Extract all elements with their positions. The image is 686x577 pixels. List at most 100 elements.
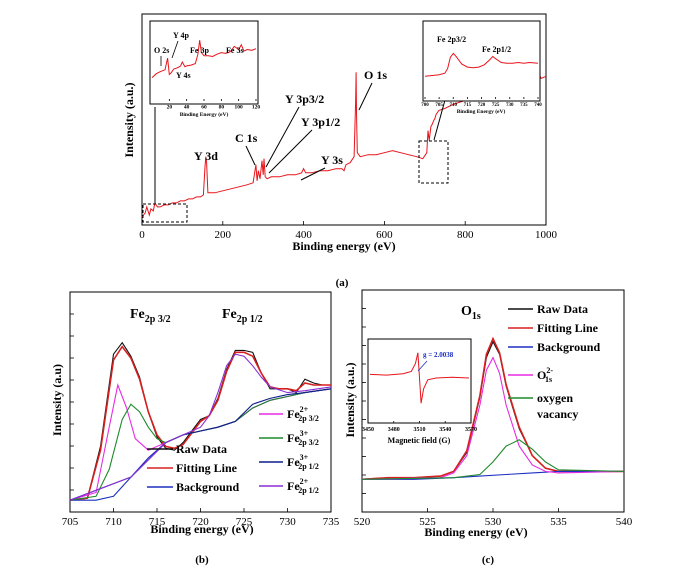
panel-b-comp-label-1: Fe3+ 2p 3/2: [287, 429, 319, 447]
panel-a-inset-arrow-right: [433, 99, 446, 141]
panel-a-xtick-label-0: 0: [139, 229, 145, 241]
inset-fe-xtick-label-4: 720: [478, 103, 486, 108]
inset-fe-axis: 700 705 710 715 720 725 730 735 740: [421, 97, 542, 108]
panel-c-legend-label-2: Background: [537, 340, 600, 354]
inset-fe-xtick-label-6: 730: [506, 103, 514, 108]
panel-a-xtick-label-5: 1000: [535, 229, 558, 241]
panel-b-comp-label-0: Fe2+ 2p 3/2: [287, 405, 319, 423]
panel-c-epr-inset: 3450 3480 3510 3540 3570 Magnetic field (G) …: [362, 338, 477, 445]
panel-c-legend-label-0: Raw Data: [537, 302, 588, 316]
panel-a: 0 200 400 600 800 1000 Binding energy (eV) In…: [122, 13, 558, 289]
inset-low-fe3p: Fe 3p: [190, 46, 209, 55]
annot-c1s: C 1s: [235, 131, 258, 145]
panel-c-xtick-label-2: 530: [485, 516, 502, 528]
panel-b-xtick-label-0: 705: [62, 516, 79, 528]
inset-low-xtick-label-5: 120: [252, 105, 261, 111]
panel-c-series-1: [361, 336, 624, 481]
panel-b-series-6: [69, 353, 332, 501]
panel-c-xtick-label-0: 520: [354, 516, 371, 528]
panel-b-series: [69, 341, 332, 501]
annot-y3d: Y 3d: [194, 149, 218, 163]
inset-fe-2p12: Fe 2p1/2: [482, 45, 511, 54]
panel-c-legend-label-4: oxygen vacancy: [537, 391, 578, 421]
inset-fe-frame: [422, 20, 541, 102]
inset-fe-xtick-label-2: 710: [450, 103, 458, 108]
peak-fe2p12: Fe2p 1/2: [222, 307, 263, 325]
epr-inset-xlabel: Magnetic field (G): [388, 436, 451, 445]
epr-inset-xtick-label-3: 3540: [439, 427, 451, 433]
panel-a-xlabel: Binding energy (eV): [292, 239, 395, 253]
inset-fe-xtick-label-0: 700: [421, 103, 429, 108]
panel-a-xtick-label-1: 200: [215, 229, 232, 241]
annot-y3s: Y 3s: [321, 153, 343, 167]
epr-inset-xtick-label-0: 3450: [362, 427, 374, 433]
epr-inset-xtick-label-2: 3510: [414, 427, 426, 433]
panel-b-legend-label-0: Raw Data: [176, 442, 227, 456]
epr-inset-xtick-label-1: 3480: [388, 427, 400, 433]
panel-a-inset-fe: 700 705 710 715 720 725 730 735 740 Binding Ener…: [421, 20, 542, 115]
panel-a-axis: 0 200 400 600 800 1000: [139, 221, 558, 241]
panel-a-frame: [141, 13, 547, 226]
inset-fe-xtick-label-5: 725: [492, 103, 500, 108]
panel-c-xtick-label-1: 525: [419, 516, 436, 528]
epr-inset-xtick-label-4: 3570: [465, 427, 477, 433]
inset-low-xlabel: Binding Energy (eV): [180, 111, 229, 118]
peak-fe2p32: Fe2p 3/2: [130, 307, 171, 325]
panel-c-xtick-label-4: 540: [616, 516, 633, 528]
panel-c-series: [361, 336, 625, 481]
inset-fe-xtick-label-3: 715: [464, 103, 472, 108]
inset-fe-line: [424, 52, 539, 77]
panel-c-axis: 520 525 530 535 540: [354, 308, 633, 528]
epr-inset-axis: 3450 3480 3510 3540 3570: [362, 421, 477, 433]
panel-c: 520 525 530 535 540 Binding energy (eV) Inte…: [343, 289, 633, 566]
annot-y3p12: Y 3p1/2: [301, 115, 340, 129]
inset-fe-2p32: Fe 2p3/2: [437, 35, 466, 44]
panel-c-series-4: [361, 439, 625, 480]
panel-a-inset-low: 20 40 60 80 100 120 Binding Energy (eV) O 2s …: [149, 20, 261, 118]
panel-b-axis: 705 710 715 720 725 730 735: [62, 313, 340, 528]
panel-b-legend-components: Fe2+ 2p 3/2 Fe3+ 2p 3/2 Fe3+ 2p 1/2 Fe2+ 2p 1/2: [259, 405, 319, 495]
panel-a-zoom-box-fe: [418, 140, 449, 184]
inset-low-y4p: Y 4p: [173, 31, 189, 40]
panel-b-legend-main: Raw Data Fitting Line Background: [147, 442, 239, 494]
panel-b-legend-label-1: Fitting Line: [176, 461, 238, 475]
panel-c-series-2: [362, 470, 624, 480]
panel-c-series-3: [361, 356, 625, 480]
panel-c-legend-label-3: O2-1s: [537, 366, 553, 384]
inset-low-xtick-label-2: 60: [201, 105, 207, 111]
panel-b-xtick-label-2: 715: [149, 516, 166, 528]
panel-b-xtick-label-6: 735: [323, 516, 340, 528]
panel-c-label: (c): [482, 554, 495, 566]
panel-b-comp-label-3: Fe2+ 2p 1/2: [287, 477, 319, 495]
panel-b-comp-label-2: Fe3+ 2p 1/2: [287, 453, 319, 471]
panel-c-legend: Raw Data Fitting Line Background O2-1s oxyge…: [508, 302, 600, 421]
inset-low-xtick-label-4: 100: [235, 105, 244, 111]
panel-b-series-1: [69, 345, 331, 501]
annot-o1s: O 1s: [364, 68, 387, 82]
peak-o1s: O1s: [461, 304, 481, 322]
panel-b-label: (b): [195, 554, 209, 566]
inset-fe-xtick-label-7: 735: [520, 103, 528, 108]
panel-a-xtick-label-4: 800: [457, 229, 474, 241]
inset-low-arrows: [160, 40, 179, 66]
panel-a-zoom-box-low: [142, 203, 188, 223]
panel-b-xlabel: Binding energy (eV): [150, 522, 253, 536]
inset-low-xtick-label-1: 40: [184, 105, 190, 111]
panel-c-ylabel: Intensity (a.u.): [343, 362, 357, 437]
panel-b-xtick-label-5: 730: [279, 516, 296, 528]
inset-low-o2s: O 2s: [154, 46, 169, 55]
panel-c-xtick-label-3: 535: [550, 516, 567, 528]
inset-fe-xtick-label-8: 740: [534, 103, 542, 108]
panel-a-arrows: [245, 82, 373, 181]
panel-a-xtick-label-2: 400: [295, 229, 312, 241]
inset-low-y4s: Y 4s: [176, 71, 191, 80]
inset-fe-xtick-label-1: 705: [435, 103, 443, 108]
annot-y3p32: Y 3p3/2: [285, 92, 324, 106]
panel-b-xtick-label-4: 725: [236, 516, 253, 528]
inset-low-line: [151, 40, 257, 78]
epr-g-arrow: [417, 360, 428, 372]
epr-g-value: g = 2.0038: [423, 351, 454, 359]
panel-b-xtick-label-1: 710: [105, 516, 122, 528]
